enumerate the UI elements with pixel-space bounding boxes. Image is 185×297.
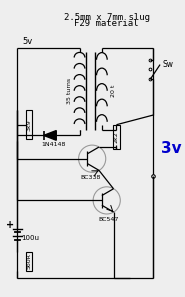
Text: 3k9: 3k9: [27, 119, 32, 131]
Text: BC547: BC547: [98, 217, 119, 222]
Text: 2.5mm x 7mm slug: 2.5mm x 7mm slug: [64, 12, 150, 22]
Text: F29 material: F29 material: [74, 19, 139, 28]
Text: 1N4148: 1N4148: [41, 142, 65, 147]
Bar: [26, 252, 33, 271]
Text: 2k2: 2k2: [114, 131, 119, 143]
Text: 35 turns: 35 turns: [67, 78, 72, 104]
Text: 3v: 3v: [161, 141, 182, 157]
Text: 5v: 5v: [22, 37, 33, 46]
Text: Sw: Sw: [162, 60, 173, 69]
Text: BC338: BC338: [80, 175, 100, 180]
Text: 20 t: 20 t: [111, 85, 116, 97]
Bar: [113, 125, 120, 149]
Text: +: +: [6, 220, 14, 230]
Polygon shape: [44, 131, 56, 140]
Text: 560R: 560R: [27, 254, 32, 269]
Bar: [26, 110, 33, 139]
Text: 100u: 100u: [21, 235, 39, 241]
